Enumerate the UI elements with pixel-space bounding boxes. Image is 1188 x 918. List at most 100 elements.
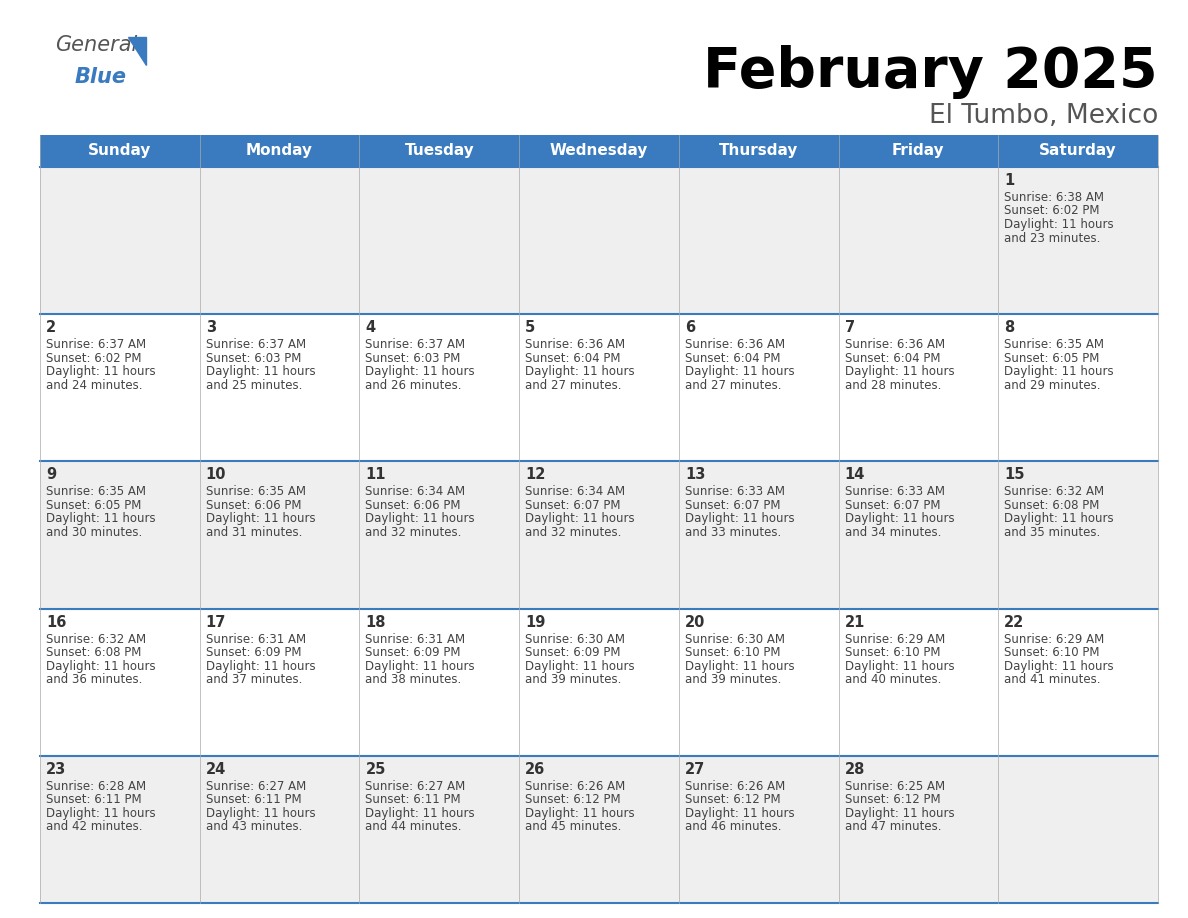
Text: Daylight: 11 hours: Daylight: 11 hours — [1004, 365, 1114, 378]
Text: February 2025: February 2025 — [703, 45, 1158, 99]
Text: Sunset: 6:06 PM: Sunset: 6:06 PM — [206, 498, 302, 512]
Text: Sunset: 6:04 PM: Sunset: 6:04 PM — [845, 352, 940, 364]
Text: Daylight: 11 hours: Daylight: 11 hours — [206, 365, 315, 378]
Text: Sunrise: 6:31 AM: Sunrise: 6:31 AM — [206, 633, 305, 645]
Text: Sunset: 6:12 PM: Sunset: 6:12 PM — [684, 793, 781, 806]
Text: and 28 minutes.: and 28 minutes. — [845, 379, 941, 392]
Text: and 26 minutes.: and 26 minutes. — [366, 379, 462, 392]
Text: Sunrise: 6:25 AM: Sunrise: 6:25 AM — [845, 779, 944, 793]
Text: and 25 minutes.: and 25 minutes. — [206, 379, 302, 392]
Text: 23: 23 — [46, 762, 67, 777]
Bar — [40, 609, 1158, 756]
Text: 14: 14 — [845, 467, 865, 482]
Text: Sunrise: 6:30 AM: Sunrise: 6:30 AM — [684, 633, 785, 645]
Text: Sunrise: 6:30 AM: Sunrise: 6:30 AM — [525, 633, 625, 645]
Text: Sunrise: 6:34 AM: Sunrise: 6:34 AM — [525, 486, 625, 498]
Text: Sunrise: 6:33 AM: Sunrise: 6:33 AM — [684, 486, 785, 498]
Text: Sunset: 6:04 PM: Sunset: 6:04 PM — [525, 352, 620, 364]
Text: Sunrise: 6:36 AM: Sunrise: 6:36 AM — [684, 338, 785, 352]
Text: Blue: Blue — [75, 67, 127, 87]
Text: 6: 6 — [684, 320, 695, 335]
Text: Daylight: 11 hours: Daylight: 11 hours — [46, 807, 156, 820]
Text: Sunrise: 6:28 AM: Sunrise: 6:28 AM — [46, 779, 146, 793]
Text: and 27 minutes.: and 27 minutes. — [525, 379, 621, 392]
Text: and 32 minutes.: and 32 minutes. — [525, 526, 621, 539]
Text: Daylight: 11 hours: Daylight: 11 hours — [525, 512, 634, 525]
Text: and 37 minutes.: and 37 minutes. — [206, 673, 302, 686]
Text: Sunrise: 6:37 AM: Sunrise: 6:37 AM — [366, 338, 466, 352]
Text: and 46 minutes.: and 46 minutes. — [684, 821, 782, 834]
Text: Wednesday: Wednesday — [550, 143, 649, 159]
Text: Sunset: 6:08 PM: Sunset: 6:08 PM — [1004, 498, 1100, 512]
Text: Daylight: 11 hours: Daylight: 11 hours — [1004, 660, 1114, 673]
Text: and 36 minutes.: and 36 minutes. — [46, 673, 143, 686]
Text: Sunrise: 6:26 AM: Sunrise: 6:26 AM — [684, 779, 785, 793]
Text: El Tumbo, Mexico: El Tumbo, Mexico — [929, 103, 1158, 129]
Text: Daylight: 11 hours: Daylight: 11 hours — [684, 660, 795, 673]
Text: and 47 minutes.: and 47 minutes. — [845, 821, 941, 834]
Text: Sunrise: 6:26 AM: Sunrise: 6:26 AM — [525, 779, 625, 793]
Text: Daylight: 11 hours: Daylight: 11 hours — [684, 512, 795, 525]
Text: and 27 minutes.: and 27 minutes. — [684, 379, 782, 392]
Text: and 32 minutes.: and 32 minutes. — [366, 526, 462, 539]
Text: and 41 minutes.: and 41 minutes. — [1004, 673, 1101, 686]
Text: Daylight: 11 hours: Daylight: 11 hours — [845, 512, 954, 525]
Text: Sunset: 6:11 PM: Sunset: 6:11 PM — [366, 793, 461, 806]
Text: Sunrise: 6:36 AM: Sunrise: 6:36 AM — [525, 338, 625, 352]
Text: Daylight: 11 hours: Daylight: 11 hours — [206, 660, 315, 673]
Text: Daylight: 11 hours: Daylight: 11 hours — [525, 365, 634, 378]
Text: Daylight: 11 hours: Daylight: 11 hours — [366, 365, 475, 378]
Text: 12: 12 — [525, 467, 545, 482]
Text: 17: 17 — [206, 614, 226, 630]
Text: Tuesday: Tuesday — [404, 143, 474, 159]
Text: 18: 18 — [366, 614, 386, 630]
Text: Daylight: 11 hours: Daylight: 11 hours — [525, 660, 634, 673]
Text: 27: 27 — [684, 762, 706, 777]
Bar — [40, 314, 1158, 462]
Text: and 44 minutes.: and 44 minutes. — [366, 821, 462, 834]
Text: Sunset: 6:02 PM: Sunset: 6:02 PM — [1004, 205, 1100, 218]
Text: 28: 28 — [845, 762, 865, 777]
Bar — [40, 167, 1158, 314]
Text: Sunrise: 6:37 AM: Sunrise: 6:37 AM — [46, 338, 146, 352]
Text: Monday: Monday — [246, 143, 314, 159]
Text: Sunset: 6:03 PM: Sunset: 6:03 PM — [206, 352, 301, 364]
Text: and 40 minutes.: and 40 minutes. — [845, 673, 941, 686]
Text: Sunset: 6:05 PM: Sunset: 6:05 PM — [46, 498, 141, 512]
Text: Daylight: 11 hours: Daylight: 11 hours — [1004, 512, 1114, 525]
Text: 26: 26 — [525, 762, 545, 777]
Text: Sunset: 6:07 PM: Sunset: 6:07 PM — [525, 498, 620, 512]
Text: Sunset: 6:04 PM: Sunset: 6:04 PM — [684, 352, 781, 364]
Text: Sunrise: 6:35 AM: Sunrise: 6:35 AM — [1004, 338, 1105, 352]
Polygon shape — [128, 37, 146, 65]
Text: Saturday: Saturday — [1040, 143, 1117, 159]
Text: and 31 minutes.: and 31 minutes. — [206, 526, 302, 539]
Text: Daylight: 11 hours: Daylight: 11 hours — [206, 807, 315, 820]
Text: 5: 5 — [525, 320, 536, 335]
Text: Sunset: 6:09 PM: Sunset: 6:09 PM — [206, 646, 302, 659]
Text: 13: 13 — [684, 467, 706, 482]
Text: Daylight: 11 hours: Daylight: 11 hours — [46, 512, 156, 525]
Text: Sunset: 6:06 PM: Sunset: 6:06 PM — [366, 498, 461, 512]
Text: Daylight: 11 hours: Daylight: 11 hours — [525, 807, 634, 820]
Text: Sunrise: 6:38 AM: Sunrise: 6:38 AM — [1004, 191, 1105, 204]
Text: 1: 1 — [1004, 173, 1015, 188]
Text: Daylight: 11 hours: Daylight: 11 hours — [366, 512, 475, 525]
Text: and 45 minutes.: and 45 minutes. — [525, 821, 621, 834]
Text: and 43 minutes.: and 43 minutes. — [206, 821, 302, 834]
Text: Sunrise: 6:35 AM: Sunrise: 6:35 AM — [206, 486, 305, 498]
Text: and 38 minutes.: and 38 minutes. — [366, 673, 462, 686]
Text: and 34 minutes.: and 34 minutes. — [845, 526, 941, 539]
Text: Thursday: Thursday — [719, 143, 798, 159]
Text: Daylight: 11 hours: Daylight: 11 hours — [845, 365, 954, 378]
Text: Sunset: 6:09 PM: Sunset: 6:09 PM — [525, 646, 620, 659]
Text: Sunset: 6:05 PM: Sunset: 6:05 PM — [1004, 352, 1100, 364]
Text: 20: 20 — [684, 614, 706, 630]
Text: and 30 minutes.: and 30 minutes. — [46, 526, 143, 539]
Text: Sunset: 6:03 PM: Sunset: 6:03 PM — [366, 352, 461, 364]
Text: Sunrise: 6:27 AM: Sunrise: 6:27 AM — [206, 779, 307, 793]
Text: 25: 25 — [366, 762, 386, 777]
Text: Sunset: 6:09 PM: Sunset: 6:09 PM — [366, 646, 461, 659]
Text: Sunset: 6:02 PM: Sunset: 6:02 PM — [46, 352, 141, 364]
Text: Sunrise: 6:27 AM: Sunrise: 6:27 AM — [366, 779, 466, 793]
